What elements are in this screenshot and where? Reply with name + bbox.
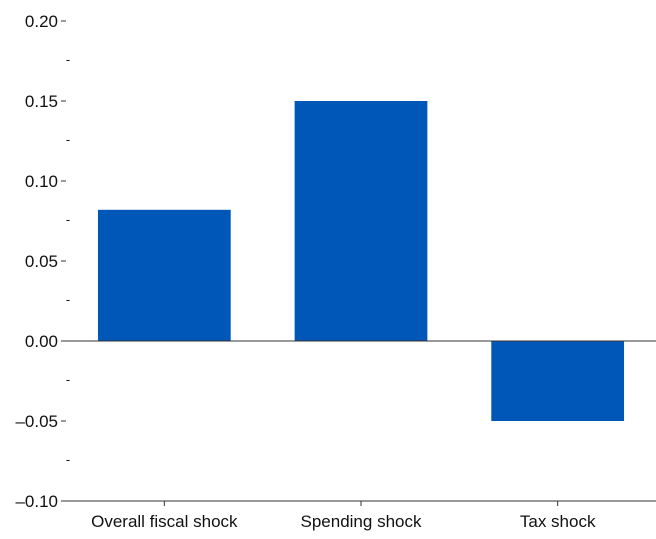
x-axis: Overall fiscal shock Spending shock Tax sh…	[66, 500, 656, 531]
y-tick-label: –0.05	[15, 412, 58, 431]
y-tick-label: 0.00	[25, 332, 58, 351]
y-tick-label: 0.10	[25, 172, 58, 191]
y-minor-tick-label: -	[66, 372, 70, 387]
x-tick-label: Spending shock	[301, 512, 422, 531]
y-minor-tick-label: -	[66, 132, 70, 147]
y-axis: 0.20 - 0.15 - 0.10 - 0.05 - 0.00 - –0.05 - –0.10	[15, 12, 70, 511]
x-tick-label: Tax shock	[520, 512, 596, 531]
y-minor-tick-label: -	[66, 212, 70, 227]
y-tick-label: 0.20	[25, 12, 58, 31]
y-tick-label: –0.10	[15, 492, 58, 511]
y-minor-tick-label: -	[66, 452, 70, 467]
x-tick-label: Overall fiscal shock	[91, 512, 238, 531]
y-tick-label: 0.15	[25, 92, 58, 111]
y-tick-label: 0.05	[25, 252, 58, 271]
y-minor-tick-label: -	[66, 292, 70, 307]
y-minor-tick-label: -	[66, 52, 70, 67]
bar-spending-shock	[294, 101, 428, 341]
bars	[66, 101, 656, 421]
bar-tax-shock	[491, 341, 625, 421]
bar-overall-fiscal-shock	[97, 209, 231, 341]
